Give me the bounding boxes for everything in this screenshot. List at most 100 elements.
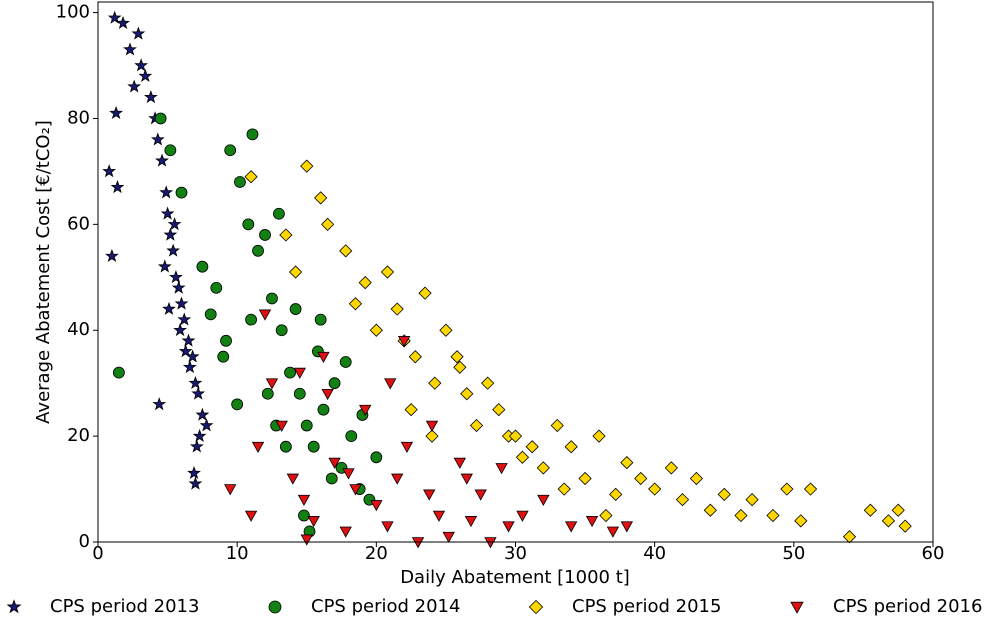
point bbox=[279, 228, 293, 242]
point bbox=[321, 217, 335, 231]
point bbox=[339, 526, 352, 538]
point bbox=[169, 270, 183, 284]
point bbox=[300, 534, 313, 546]
point bbox=[181, 333, 196, 347]
point bbox=[328, 377, 341, 390]
point bbox=[266, 292, 278, 305]
point bbox=[187, 465, 201, 480]
legend-label: CPS period 2013 bbox=[50, 596, 199, 617]
point bbox=[297, 494, 311, 506]
point bbox=[550, 418, 564, 433]
point bbox=[502, 521, 515, 533]
point bbox=[469, 418, 484, 433]
point bbox=[110, 180, 125, 194]
point bbox=[300, 419, 313, 432]
point bbox=[842, 530, 857, 544]
point bbox=[261, 387, 274, 400]
point bbox=[109, 105, 123, 120]
point bbox=[224, 144, 237, 157]
point bbox=[898, 519, 912, 533]
point bbox=[289, 303, 302, 315]
point bbox=[423, 489, 436, 501]
point bbox=[275, 420, 288, 432]
point bbox=[189, 439, 204, 453]
point bbox=[116, 15, 130, 30]
point bbox=[564, 521, 578, 533]
point bbox=[464, 516, 478, 528]
point bbox=[400, 441, 414, 454]
x-tick-label: 30 bbox=[504, 543, 527, 564]
point bbox=[453, 457, 467, 469]
point bbox=[328, 457, 341, 469]
legend-marker bbox=[268, 600, 282, 614]
point bbox=[188, 476, 203, 490]
point bbox=[314, 191, 328, 205]
point bbox=[293, 367, 306, 379]
point bbox=[585, 516, 599, 528]
point bbox=[881, 514, 896, 528]
point bbox=[745, 493, 759, 507]
y-tick-label: 60 bbox=[67, 213, 90, 234]
point bbox=[734, 508, 748, 523]
point bbox=[164, 144, 177, 157]
y-tick-label: 0 bbox=[79, 531, 90, 552]
point bbox=[648, 482, 662, 496]
point bbox=[620, 455, 634, 470]
point bbox=[442, 531, 455, 544]
point bbox=[159, 185, 174, 199]
point bbox=[152, 397, 167, 411]
point bbox=[664, 461, 678, 475]
x-axis-label: Daily Abatement [1000 t] bbox=[400, 567, 630, 588]
point bbox=[300, 159, 314, 173]
point bbox=[369, 323, 383, 337]
point bbox=[317, 351, 330, 364]
y-tick-label: 100 bbox=[56, 2, 90, 23]
y-axis-label: Average Abatement Cost [€/tCO₂] bbox=[33, 120, 54, 424]
point bbox=[144, 90, 158, 104]
point bbox=[599, 508, 613, 523]
point bbox=[381, 521, 394, 533]
point bbox=[258, 309, 272, 321]
point bbox=[474, 489, 487, 501]
point bbox=[244, 170, 258, 184]
point bbox=[508, 429, 523, 443]
point bbox=[265, 378, 279, 390]
point bbox=[199, 418, 214, 432]
point bbox=[242, 218, 255, 231]
point bbox=[231, 398, 244, 411]
point bbox=[252, 244, 264, 257]
point bbox=[794, 514, 808, 528]
point bbox=[177, 312, 192, 326]
point bbox=[196, 260, 209, 273]
x-tick-label: 40 bbox=[643, 543, 666, 564]
point bbox=[339, 356, 352, 368]
point bbox=[689, 471, 704, 486]
point bbox=[536, 461, 550, 475]
point bbox=[428, 376, 442, 390]
point bbox=[246, 128, 259, 141]
point bbox=[127, 79, 142, 93]
point bbox=[259, 229, 271, 241]
point bbox=[307, 440, 320, 453]
point bbox=[178, 344, 193, 358]
point bbox=[891, 503, 905, 517]
point bbox=[307, 516, 320, 528]
point bbox=[138, 68, 153, 82]
point bbox=[317, 403, 330, 416]
point bbox=[380, 265, 395, 279]
point bbox=[192, 428, 207, 442]
plot-area bbox=[102, 10, 912, 549]
point bbox=[780, 482, 794, 496]
point bbox=[717, 487, 731, 501]
point bbox=[484, 537, 497, 549]
point bbox=[298, 509, 310, 522]
point bbox=[432, 510, 446, 522]
point bbox=[244, 510, 258, 522]
point bbox=[204, 308, 217, 321]
point bbox=[167, 217, 182, 231]
point bbox=[342, 468, 355, 480]
point bbox=[359, 404, 372, 416]
point bbox=[557, 482, 571, 496]
point bbox=[245, 313, 257, 326]
y-tick-label: 40 bbox=[67, 319, 90, 340]
